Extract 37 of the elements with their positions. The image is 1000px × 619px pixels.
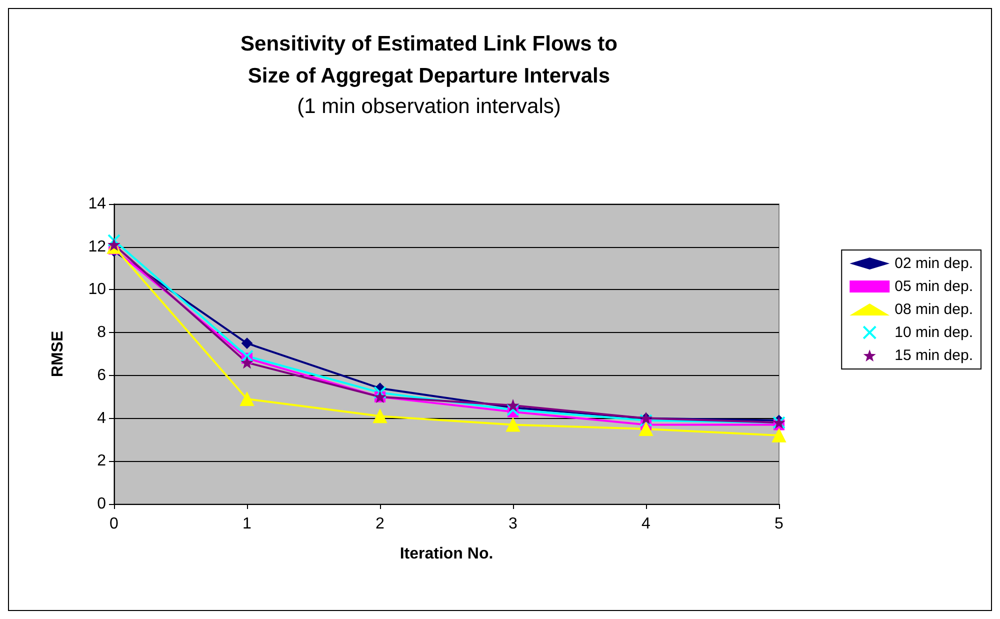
legend-label: 15 min dep. bbox=[894, 347, 974, 364]
y-tick-label: 0 bbox=[97, 496, 106, 512]
point bbox=[639, 422, 653, 436]
point bbox=[242, 338, 252, 349]
point bbox=[772, 428, 786, 442]
y-tick-label: 4 bbox=[97, 410, 106, 427]
point bbox=[240, 350, 254, 363]
x-tick-label: 1 bbox=[242, 516, 252, 532]
point bbox=[508, 400, 518, 411]
point bbox=[640, 414, 652, 427]
x-tick-label: 0 bbox=[110, 516, 119, 532]
point bbox=[108, 239, 120, 250]
x-tick-label: 4 bbox=[642, 516, 651, 532]
y-tick-label: 6 bbox=[97, 366, 106, 384]
x-tick-label: 2 bbox=[376, 516, 385, 532]
point bbox=[374, 386, 386, 400]
y-axis-title: RMSE bbox=[50, 330, 66, 378]
point bbox=[373, 409, 387, 424]
x-tick-label: 3 bbox=[508, 516, 518, 532]
y-tick-label: 8 bbox=[97, 324, 106, 342]
point bbox=[240, 392, 254, 406]
legend-label: 10 min dep. bbox=[894, 324, 974, 341]
y-tick-label: 10 bbox=[88, 281, 106, 298]
x-axis-title: Iteration No. bbox=[400, 546, 494, 562]
y-tick-label: 14 bbox=[88, 196, 106, 212]
point bbox=[108, 234, 120, 247]
point bbox=[242, 357, 252, 368]
legend-label: 05 min dep. bbox=[894, 278, 974, 295]
y-tick-label: 2 bbox=[97, 452, 106, 470]
point bbox=[506, 403, 520, 416]
y-tick-label: 12 bbox=[88, 238, 106, 256]
chart-subtitle: (1 min observation intervals) bbox=[297, 95, 561, 118]
point bbox=[506, 418, 520, 432]
x-tick-label: 5 bbox=[774, 516, 784, 532]
legend-label: 08 min dep. bbox=[894, 301, 974, 318]
legend-label: 02 min dep. bbox=[894, 255, 974, 272]
chart-title: Sensitivity of Estimated Link Flows to Size of Aggregat Departure Intervals bbox=[240, 32, 618, 88]
